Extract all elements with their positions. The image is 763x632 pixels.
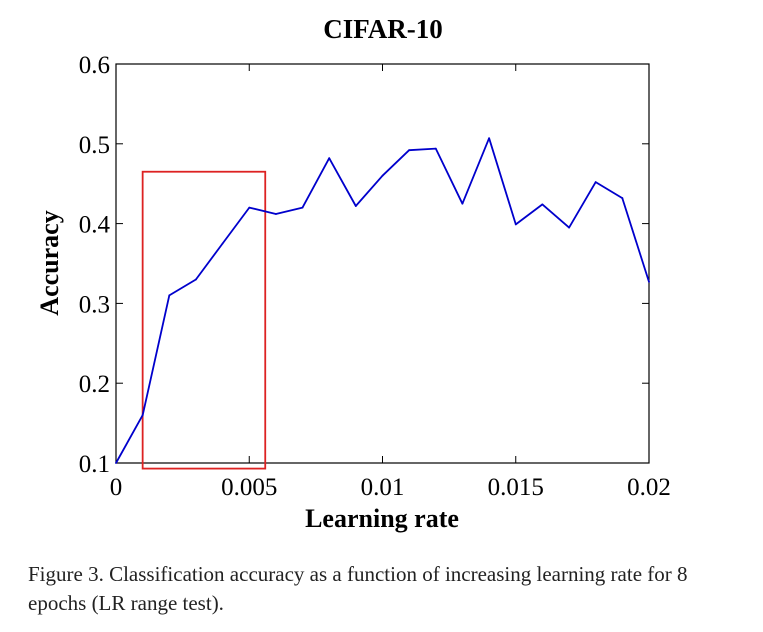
y-tick-label: 0.5	[79, 132, 110, 159]
data-point	[354, 205, 357, 207]
x-tick-label: 0	[110, 474, 123, 501]
y-tick-label: 0.3	[79, 291, 110, 318]
figure-caption: Figure 3. Classification accuracy as a f…	[28, 562, 688, 615]
accuracy-line	[115, 137, 650, 464]
data-point	[168, 294, 171, 297]
plot-area	[115, 63, 650, 464]
y-axis-label: Accuracy	[35, 210, 64, 315]
y-tick-label: 0.6	[79, 52, 110, 79]
x-tick-label: 0.02	[627, 474, 671, 501]
data-point	[648, 280, 650, 283]
data-point	[461, 202, 464, 205]
x-tick-label: 0.005	[221, 474, 277, 501]
data-point	[434, 147, 437, 150]
y-tick-label: 0.2	[79, 371, 110, 398]
x-tick-label: 0.015	[488, 474, 544, 501]
data-point	[514, 223, 517, 226]
data-point	[621, 197, 624, 199]
data-series	[115, 137, 650, 464]
y-ticks: 0.1 0.2 0.3 0.4 0.5 0.6	[79, 52, 649, 478]
data-point	[328, 157, 331, 160]
data-point	[221, 242, 224, 245]
highlight-box	[141, 170, 267, 470]
y-tick-label: 0.4	[79, 212, 111, 239]
data-point	[594, 181, 597, 184]
data-point	[541, 203, 544, 206]
data-point	[568, 226, 570, 229]
data-point	[195, 278, 197, 281]
x-axis-label: Learning rate	[305, 504, 459, 533]
data-point	[141, 414, 144, 417]
y-tick-label: 0.1	[79, 451, 110, 478]
x-tick-label: 0.01	[361, 474, 405, 501]
lr-range-highlight-box	[141, 170, 267, 470]
chart-title: CIFAR-10	[323, 14, 442, 44]
data-point	[301, 206, 304, 209]
data-point	[488, 137, 490, 140]
data-point	[381, 174, 384, 177]
x-ticks: 0 0.005 0.01 0.015 0.02	[110, 64, 671, 501]
data-point	[408, 149, 411, 152]
data-point	[275, 213, 277, 215]
data-point	[115, 462, 117, 464]
data-point	[248, 206, 251, 209]
chart: CIFAR-10 0 0.005 0.01 0.015 0.02 0.10.20.30.…	[35, 14, 671, 533]
